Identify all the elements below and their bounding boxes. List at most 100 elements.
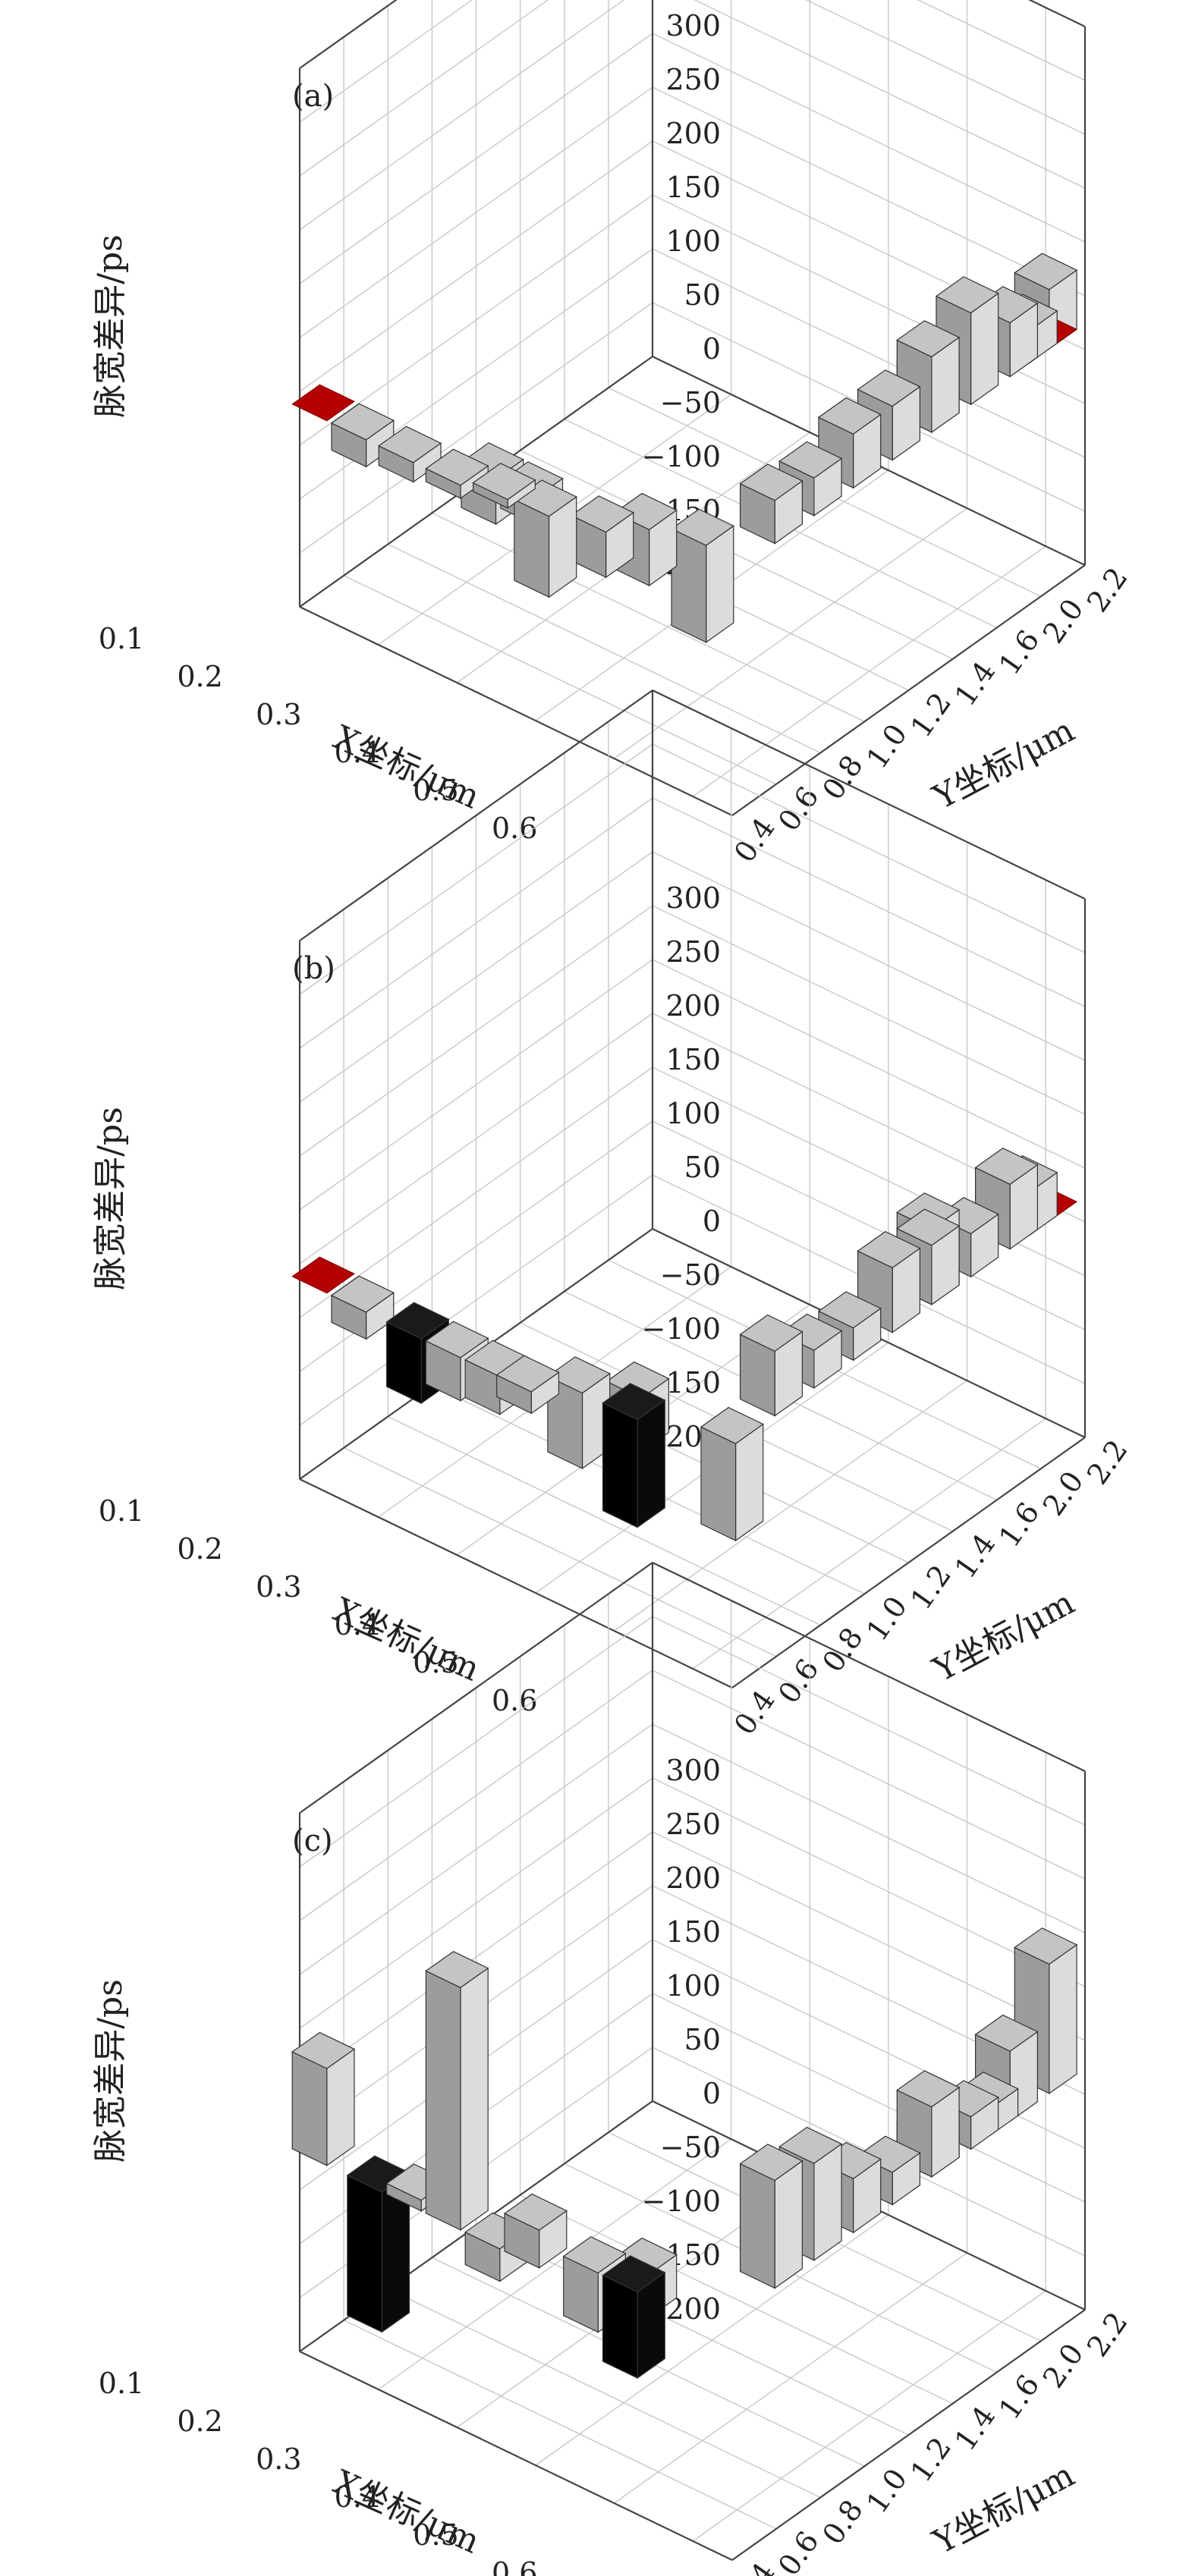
bar bbox=[291, 2031, 356, 2166]
chart-panel-2: 300250200150100500−50−100−150−2000.10.20… bbox=[91, 690, 1134, 1741]
z-tick-label: 0 bbox=[703, 1205, 721, 1238]
x-tick-label: 0.2 bbox=[177, 660, 222, 693]
x-tick-label: 0.4 bbox=[335, 1608, 380, 1641]
y-tick-label: 2.0 bbox=[1036, 592, 1090, 649]
y-tick-label: 1.2 bbox=[904, 686, 958, 743]
z-tick-label: 150 bbox=[665, 171, 721, 204]
z-tick-label: −100 bbox=[642, 1312, 721, 1346]
y-tick-label: 1.0 bbox=[860, 1590, 914, 1647]
panel-label: (a) bbox=[292, 79, 334, 114]
bar bbox=[378, 426, 442, 483]
z-tick-label: 100 bbox=[665, 1097, 721, 1130]
bar bbox=[513, 479, 577, 598]
x-tick-label: 0.6 bbox=[492, 2556, 537, 2576]
bar bbox=[700, 1406, 764, 1542]
y-tick-label: 2.2 bbox=[1080, 2306, 1134, 2363]
bar bbox=[602, 1383, 666, 1528]
y-tick-label: 0.6 bbox=[772, 781, 825, 837]
z-tick-label: 100 bbox=[665, 1969, 721, 2003]
bar bbox=[425, 1951, 489, 2231]
y-tick-label: 0.8 bbox=[816, 749, 870, 806]
bar bbox=[425, 448, 489, 500]
y-tick-label: 1.6 bbox=[992, 2369, 1046, 2426]
x-tick-labels: 0.1 0.2 0.3 0.4 0.5 0.6 bbox=[99, 622, 538, 845]
chart-panel-3: 300250200150100500−50−100−150−2000.10.20… bbox=[91, 1562, 1134, 2576]
x-tick-label: 0.5 bbox=[413, 2518, 458, 2552]
y-axis-title: Y坐标/μm bbox=[926, 711, 1080, 817]
chart-panel-1: 300250200150100500−50−100−150−2000.10.20… bbox=[91, 0, 1134, 869]
z-tick-label: 200 bbox=[665, 989, 721, 1023]
y-tick-label: 2.0 bbox=[1036, 1465, 1090, 1522]
y-axis-title: Y坐标/μm bbox=[926, 2455, 1080, 2562]
x-tick-label: 0.4 bbox=[335, 2480, 380, 2514]
x-tick-label: 0.2 bbox=[177, 1532, 222, 1566]
z-tick-label: 50 bbox=[684, 2023, 721, 2056]
y-tick-label: 1.2 bbox=[904, 2431, 958, 2488]
z-tick-label: 300 bbox=[665, 1754, 721, 1787]
z-tick-label: 300 bbox=[665, 9, 721, 42]
bar bbox=[495, 1355, 560, 1415]
bars bbox=[291, 253, 1078, 643]
bar bbox=[291, 1256, 355, 1294]
x-tick-label: 0.1 bbox=[99, 1494, 144, 1528]
axis-frame bbox=[298, 0, 1087, 816]
x-tick-label: 0.1 bbox=[99, 622, 144, 655]
z-tick-label: 150 bbox=[665, 1915, 721, 1949]
z-tick-label: 250 bbox=[665, 935, 721, 969]
z-tick-label: 100 bbox=[665, 225, 721, 258]
y-tick-label: 1.0 bbox=[860, 2462, 914, 2519]
y-axis-title: Y坐标/μm bbox=[926, 1583, 1080, 1689]
bar bbox=[670, 508, 734, 643]
bar bbox=[739, 1314, 803, 1417]
z-tick-label: 300 bbox=[665, 881, 721, 915]
x-tick-label: 0.3 bbox=[256, 1570, 301, 1604]
y-tick-labels: 0.40.60.81.01.21.41.62.02.2 bbox=[728, 561, 1134, 869]
x-tick-label: 0.2 bbox=[177, 2405, 222, 2438]
z-tick-label: −50 bbox=[660, 1258, 721, 1292]
z-tick-label: −100 bbox=[642, 2185, 721, 2218]
bar bbox=[739, 2144, 803, 2289]
y-tick-label: 0.4 bbox=[728, 1684, 781, 1741]
bar bbox=[472, 463, 536, 509]
y-tick-label: 0.8 bbox=[816, 1622, 870, 1679]
y-tick-label: 2.0 bbox=[1036, 2337, 1090, 2394]
z-tick-label: 150 bbox=[665, 1043, 721, 1076]
z-axis-title: 脉宽差异/ps bbox=[91, 1979, 130, 2163]
bar bbox=[570, 495, 634, 579]
bar bbox=[291, 384, 355, 422]
bars bbox=[291, 1927, 1078, 2380]
x-tick-label: 0.3 bbox=[256, 698, 301, 731]
y-tick-label: 0.4 bbox=[728, 812, 781, 869]
y-tick-label: 1.4 bbox=[948, 1528, 1002, 1585]
z-tick-label: 250 bbox=[665, 1808, 721, 1841]
z-tick-label: 0 bbox=[703, 332, 721, 366]
z-tick-label: 0 bbox=[703, 2077, 721, 2110]
z-tick-label: 200 bbox=[665, 117, 721, 150]
y-tick-label: 1.4 bbox=[948, 655, 1002, 712]
panel-label: (c) bbox=[292, 1824, 333, 1858]
x-tick-labels: 0.1 0.2 0.3 0.4 0.5 0.6 bbox=[99, 2367, 538, 2576]
z-tick-label: −50 bbox=[660, 386, 721, 419]
z-tick-label: 250 bbox=[665, 63, 721, 96]
x-tick-label: 0.6 bbox=[492, 1684, 537, 1717]
z-tick-label: 50 bbox=[684, 1151, 721, 1184]
bar bbox=[857, 369, 921, 461]
z-tick-label: 200 bbox=[665, 1861, 721, 1895]
bar bbox=[546, 1356, 611, 1470]
bar bbox=[602, 2255, 666, 2380]
y-tick-label: 1.2 bbox=[904, 1559, 958, 1616]
x-tick-label: 0.3 bbox=[256, 2442, 301, 2476]
bar bbox=[739, 463, 803, 545]
y-tick-label: 0.6 bbox=[772, 1653, 825, 1710]
x-tick-label: 0.6 bbox=[492, 812, 537, 845]
y-tick-label: 1.4 bbox=[948, 2400, 1002, 2457]
x-tick-label: 0.1 bbox=[99, 2367, 144, 2400]
x-tick-labels: 0.1 0.2 0.3 0.4 0.5 0.6 bbox=[99, 1494, 538, 1717]
y-tick-label: 2.2 bbox=[1080, 561, 1134, 618]
bar bbox=[503, 2193, 568, 2269]
z-axis-title: 脉宽差异/ps bbox=[91, 1107, 130, 1290]
bars bbox=[291, 1147, 1078, 1542]
